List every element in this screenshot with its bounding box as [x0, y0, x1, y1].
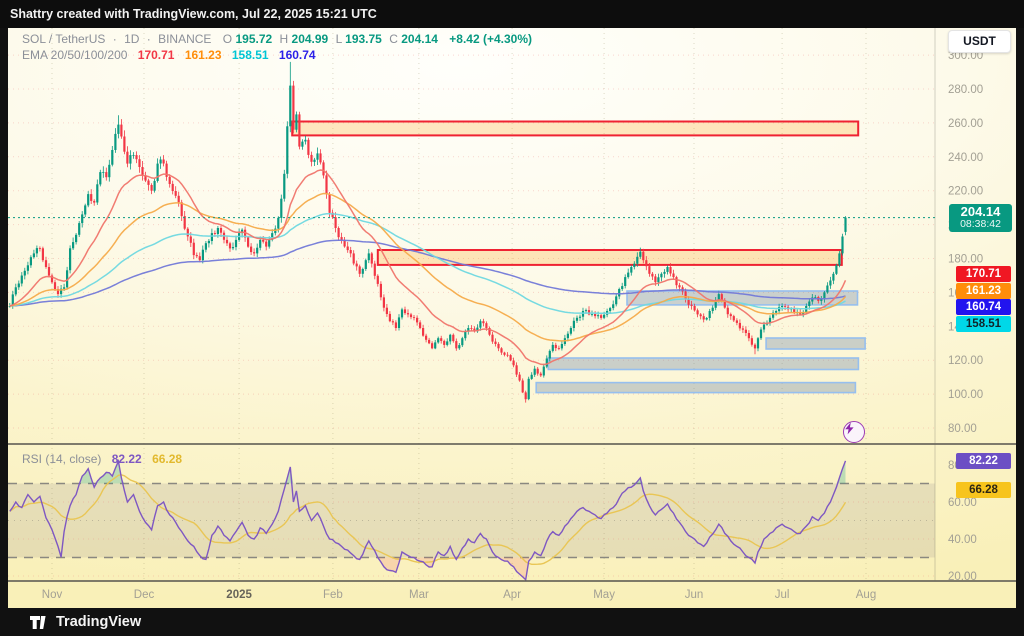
time-tick-label: May	[593, 589, 615, 601]
ema-label[interactable]: EMA 20/50/100/200	[22, 48, 128, 62]
separator-dot: ·	[112, 32, 117, 46]
tradingview-logo-icon	[30, 615, 49, 630]
rsi-axis-badge: 66.28	[956, 482, 1011, 499]
supply-zone-253-261[interactable]	[291, 120, 860, 137]
rsi-tick-label: 60.00	[948, 497, 977, 509]
time-tick-label: Feb	[323, 589, 343, 601]
rsi-oversold-fill	[9, 557, 846, 580]
ema-axis-badge: 160.74	[956, 299, 1011, 316]
footer-bar: TradingView	[0, 608, 1024, 636]
time-tick-label: Nov	[42, 589, 63, 601]
ema-20-line	[9, 169, 847, 366]
last-price-value: 204.14	[960, 204, 1001, 220]
price-tick-label: 300.00	[948, 50, 983, 62]
time-tick-label: Jun	[685, 589, 704, 601]
close-label: C	[389, 32, 398, 46]
change-value: +8.42 (+4.30%)	[449, 32, 532, 46]
low-value: 193.75	[345, 32, 382, 46]
price-tick-label: 120.00	[948, 355, 983, 367]
ema200-value: 160.74	[278, 48, 316, 62]
price-gridlines	[8, 54, 935, 429]
time-tick-label: Aug	[856, 589, 876, 601]
open-value: 195.72	[235, 32, 273, 46]
currency-button[interactable]: USDT	[948, 30, 1011, 53]
price-tick-label: 180.00	[948, 254, 983, 266]
rsi-tick-label: 40.00	[948, 534, 977, 546]
time-tick-label: Apr	[503, 589, 521, 601]
chart-canvas[interactable]: 300.00280.00260.00240.00220.00200.00180.…	[8, 28, 1016, 608]
ema20-value: 170.71	[137, 48, 175, 62]
price-tick-label: 240.00	[948, 152, 983, 164]
price-zones	[291, 120, 866, 394]
rsi-tick-label: 20.00	[948, 571, 977, 583]
demand-zone-114-121[interactable]	[547, 357, 860, 371]
low-label: L	[335, 32, 342, 46]
rsi-line	[9, 458, 847, 582]
time-axis-labels[interactable]: Nov Dec 2025 Feb Mar Apr May Jun Jul Aug	[42, 589, 876, 601]
watermark-bar: Shattry created with TradingView.com, Ju…	[0, 0, 1024, 28]
ema-50-line	[9, 192, 847, 342]
watermark-text: Shattry created with TradingView.com, Ju…	[10, 7, 377, 21]
rsi-ma-value: 66.28	[152, 452, 183, 466]
supply-zone-176-185[interactable]	[376, 249, 843, 266]
price-tick-label: 100.00	[948, 389, 983, 401]
close-value: 204.14	[401, 32, 438, 46]
ema-axis-badge: 170.71	[956, 266, 1011, 283]
demand-zone-127-133[interactable]	[765, 337, 866, 350]
high-label: H	[279, 32, 289, 46]
ema100-value: 158.51	[231, 48, 269, 62]
ema-axis-badge: 161.23	[956, 282, 1011, 299]
rsi-value: 82.22	[111, 452, 142, 466]
separator-dot: ·	[146, 32, 151, 46]
rsi-header: RSI (14, close) 82.22 66.28	[22, 452, 189, 466]
demand-zone-101-107[interactable]	[535, 381, 857, 394]
chart-frame: 300.00280.00260.00240.00220.00200.00180.…	[8, 28, 1016, 608]
rsi-ma-line	[9, 474, 847, 565]
rsi-axis-badge: 82.22	[956, 452, 1011, 469]
symbol-header: SOL / TetherUS · 1D · BINANCE O 195.72 H…	[22, 32, 536, 46]
ema-header: EMA 20/50/100/200 170.71 161.23 158.51 1…	[22, 48, 323, 62]
candles	[8, 61, 847, 403]
ema50-value: 161.23	[184, 48, 222, 62]
symbol-title[interactable]: SOL / TetherUS	[22, 32, 106, 46]
time-tick-label: 2025	[226, 589, 252, 601]
price-tick-label: 220.00	[948, 186, 983, 198]
rsi-label[interactable]: RSI (14, close)	[22, 452, 102, 466]
price-tick-label: 80.00	[948, 423, 977, 435]
interval-label[interactable]: 1D	[124, 32, 140, 46]
time-tick-label: Jul	[775, 589, 790, 601]
ema-200-line	[9, 239, 846, 307]
time-tick-label: Mar	[409, 589, 429, 601]
open-label: O	[222, 32, 233, 46]
lightning-icon	[845, 422, 854, 435]
high-value: 204.99	[291, 32, 329, 46]
last-price-badge: 204.14 08:38:42	[949, 204, 1012, 233]
rsi-band	[8, 483, 935, 558]
price-axis-labels[interactable]: 300.00280.00260.00240.00220.00200.00180.…	[948, 50, 983, 435]
price-tick-label: 280.00	[948, 84, 983, 96]
footer-brand[interactable]: TradingView	[56, 614, 142, 630]
bar-countdown: 08:38:42	[960, 218, 1001, 231]
exchange-label: BINANCE	[158, 32, 212, 46]
price-tick-label: 260.00	[948, 118, 983, 130]
time-tick-label: Dec	[134, 589, 155, 601]
ema-axis-badge: 158.51	[956, 316, 1011, 332]
lightning-button[interactable]	[843, 421, 865, 443]
